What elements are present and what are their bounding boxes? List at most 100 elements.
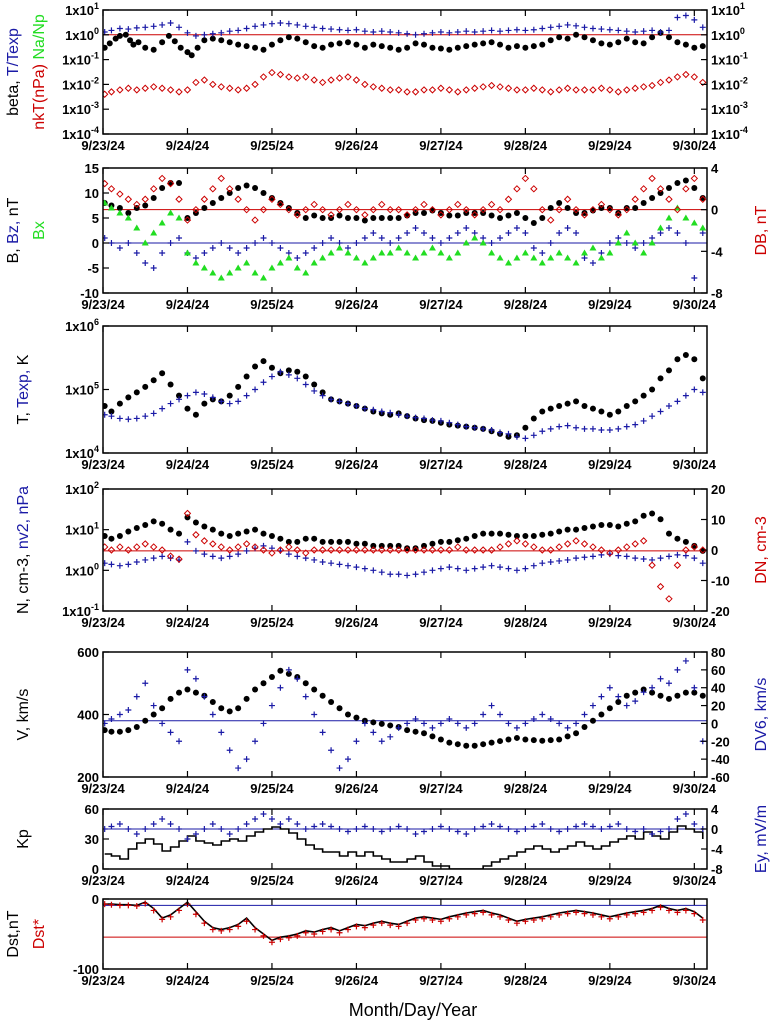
data-point <box>446 538 453 545</box>
data-point <box>547 913 554 920</box>
data-point <box>133 224 141 231</box>
data-point <box>311 387 318 394</box>
right-tick-label: -20 <box>711 604 730 619</box>
left-axis-label: Kp <box>15 829 32 849</box>
data-point <box>260 542 267 549</box>
data-point <box>344 546 352 554</box>
data-point <box>318 78 327 87</box>
data-point <box>387 922 394 929</box>
x-tick-label: 9/24/24 <box>166 457 210 472</box>
data-point <box>294 375 301 382</box>
data-point <box>352 205 361 214</box>
data-point <box>234 86 242 94</box>
data-point <box>150 23 157 30</box>
data-point <box>209 245 216 251</box>
x-tick-label: 9/25/24 <box>250 973 294 988</box>
data-point <box>513 734 520 741</box>
data-point <box>421 210 428 216</box>
x-tick-label: 9/23/24 <box>81 297 125 312</box>
x-tick-label: 9/23/24 <box>81 873 125 888</box>
data-point <box>167 381 174 388</box>
data-point <box>632 421 639 428</box>
data-point <box>691 555 698 562</box>
x-tick-label: 9/27/24 <box>419 781 463 796</box>
data-point <box>632 689 639 696</box>
data-point <box>167 729 174 736</box>
data-point <box>184 29 191 36</box>
data-point <box>159 705 166 712</box>
data-point <box>395 46 402 53</box>
data-point <box>201 390 208 397</box>
data-point <box>235 705 242 712</box>
data-point <box>615 27 622 34</box>
data-point <box>615 408 622 415</box>
data-point <box>471 28 478 35</box>
data-point <box>505 212 512 219</box>
right-tick-label: 20 <box>711 482 725 497</box>
data-point <box>311 556 318 563</box>
data-point <box>141 195 149 203</box>
data-point <box>133 559 140 566</box>
data-point <box>639 83 648 91</box>
x-tick-label: 9/26/24 <box>335 873 379 888</box>
right-tick-label: 60 <box>711 663 725 678</box>
data-point <box>488 530 495 537</box>
data-point <box>471 424 478 431</box>
data-point <box>277 821 284 827</box>
data-point <box>328 747 335 754</box>
data-point <box>480 28 487 35</box>
data-point <box>691 16 698 23</box>
data-point <box>124 546 133 554</box>
data-point <box>395 411 402 418</box>
data-point <box>361 720 368 727</box>
data-point <box>623 240 630 246</box>
data-point <box>521 249 529 256</box>
data-point <box>335 74 344 82</box>
data-point <box>285 816 292 822</box>
data-point <box>513 537 521 545</box>
data-point <box>539 428 546 435</box>
x-tick-label: 9/30/24 <box>673 297 717 312</box>
data-point <box>352 546 361 554</box>
data-point <box>657 675 664 682</box>
data-point <box>142 44 149 51</box>
data-point <box>505 430 512 437</box>
data-point <box>615 913 622 920</box>
data-point <box>116 25 123 32</box>
data-point <box>665 214 673 221</box>
data-point <box>556 34 563 41</box>
data-point <box>412 545 419 552</box>
panel-2: 9/23/24 9/24/24 9/25/24 9/26/24 9/27/24 9/28/… <box>5 161 770 312</box>
data-point <box>555 249 563 256</box>
data-point <box>589 37 596 44</box>
data-point <box>513 567 520 574</box>
data-point <box>530 84 538 92</box>
x-tick-label: 9/23/24 <box>81 973 125 988</box>
data-point <box>521 174 530 183</box>
x-tick-label: 9/24/24 <box>166 297 210 312</box>
data-point <box>328 560 335 567</box>
data-point <box>437 240 444 246</box>
data-point <box>648 174 656 183</box>
data-point <box>657 375 664 382</box>
data-point <box>699 389 706 396</box>
data-point <box>454 421 461 428</box>
data-point <box>124 84 133 92</box>
data-point <box>623 423 630 430</box>
data-point <box>293 74 302 82</box>
data-point <box>395 29 402 36</box>
data-point <box>682 538 689 545</box>
data-point <box>183 86 192 94</box>
data-point <box>103 235 108 241</box>
data-point <box>344 73 352 81</box>
data-point <box>522 230 529 236</box>
data-point <box>200 264 208 271</box>
data-point <box>353 826 360 832</box>
data-point <box>606 427 613 434</box>
data-point <box>547 530 554 537</box>
data-point <box>159 185 166 191</box>
data-point <box>623 35 630 42</box>
data-point <box>176 738 183 745</box>
data-point <box>530 415 537 422</box>
data-point <box>632 205 639 211</box>
